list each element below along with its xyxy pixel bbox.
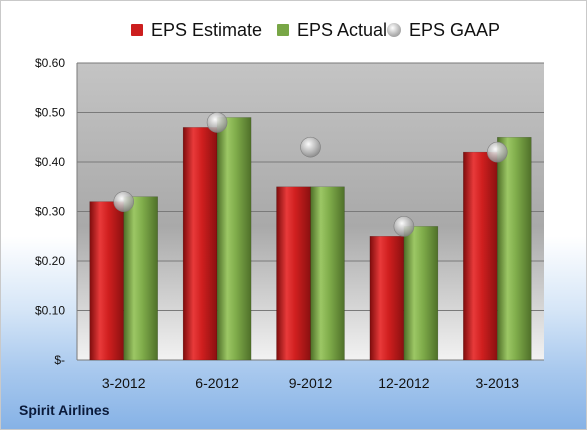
legend-item: EPS Estimate [131,15,262,45]
x-tick-label: 6-2012 [195,375,239,391]
legend-label: EPS Estimate [151,19,263,40]
y-tick-label: $0.60 [35,56,65,70]
y-tick-label: $- [54,353,65,367]
x-tick-label: 9-2012 [289,375,333,391]
legend-label: EPS GAAP [409,19,501,40]
chart-plot: $0.60 $0.50 $0.40 $0.30 $0.20 $0.10 $- 3-2012 6-… [35,56,544,391]
legend-swatch [277,24,289,36]
marker-eps-gaap [113,191,134,212]
y-tick-label: $0.20 [35,254,65,268]
x-tick-label: 12-2012 [378,375,430,391]
legend-swatch [131,24,143,36]
bar-eps-estimate [89,201,124,361]
bar-eps-estimate [369,236,405,361]
legend-item: EPS Actual [277,15,387,45]
y-tick-label: $0.40 [35,155,65,169]
y-tick-label: $0.50 [35,106,65,120]
marker-eps-gaap [486,141,508,163]
legend-label: EPS Actual [297,19,388,40]
y-tick-label: $0.10 [35,304,65,318]
bar-eps-actual [403,226,439,361]
marker-eps-gaap [206,112,228,133]
bar-eps-actual [216,117,252,361]
bar-eps-actual [497,137,532,361]
legend-swatch [387,23,401,37]
legend-item: EPS GAAP [387,15,500,45]
marker-eps-gaap [300,136,321,158]
bar-eps-estimate [276,186,311,361]
chart-legend: EPS Estimate EPS Actual EPS GAAP [1,15,586,45]
x-tick-label: 3-2012 [102,375,146,391]
bar-eps-actual [310,186,345,361]
y-tick-label: $0.30 [35,205,65,219]
company-label: Spirit Airlines [19,402,110,418]
bar-eps-estimate [182,127,218,361]
x-tick-label: 3-2013 [476,375,520,391]
bar-eps-actual [123,196,158,361]
marker-eps-gaap [393,216,415,237]
bar-eps-estimate [463,151,498,361]
